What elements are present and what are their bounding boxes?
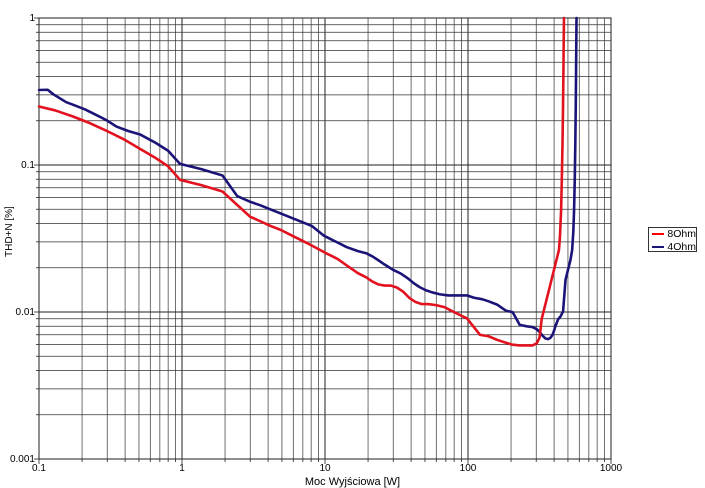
svg-text:1: 1 xyxy=(29,13,35,24)
svg-text:100: 100 xyxy=(460,463,477,474)
svg-text:0.1: 0.1 xyxy=(32,463,46,474)
svg-text:10: 10 xyxy=(319,463,331,474)
svg-text:0.1: 0.1 xyxy=(21,160,35,171)
svg-text:0.01: 0.01 xyxy=(16,307,36,318)
svg-text:1: 1 xyxy=(179,463,185,474)
svg-text:1000: 1000 xyxy=(600,463,623,474)
